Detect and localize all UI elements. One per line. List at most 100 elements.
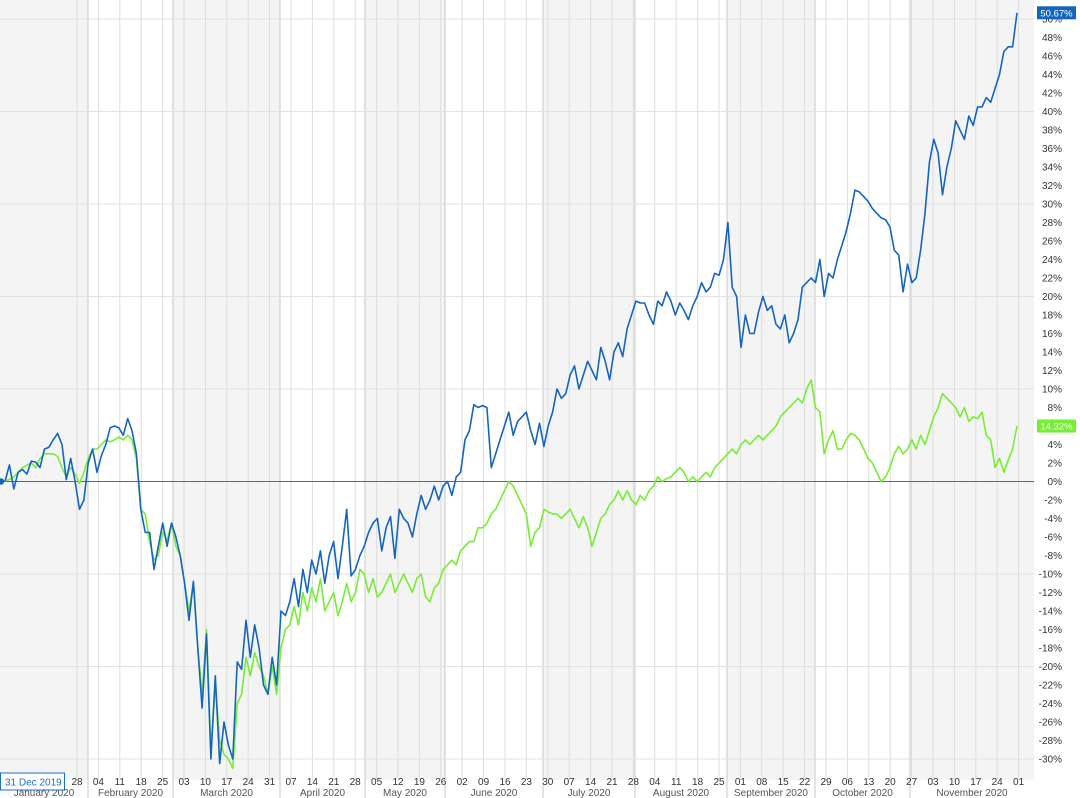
x-tick-label: 19 — [414, 777, 426, 788]
x-tick-label: 04 — [93, 777, 105, 788]
y-tick-label: 32% — [1042, 181, 1062, 192]
x-tick-label: 18 — [692, 777, 704, 788]
x-tick-label: 31 — [264, 777, 276, 788]
x-tick-label: 07 — [564, 777, 576, 788]
y-tick-label: -4% — [1044, 514, 1062, 525]
x-tick-label: 14 — [585, 777, 597, 788]
y-tick-label: 20% — [1042, 292, 1062, 303]
y-tick-label: -8% — [1044, 551, 1062, 562]
y-tick-label: 16% — [1042, 329, 1062, 340]
y-tick-label: -26% — [1039, 718, 1062, 729]
start-date-frame — [0, 772, 65, 791]
month-label: July 2020 — [568, 788, 611, 798]
end-value-badges: 50.67% 14.32% — [1037, 6, 1076, 433]
y-tick-label: 14% — [1042, 348, 1062, 359]
x-tick-label: 05 — [371, 777, 383, 788]
y-tick-label: 30% — [1042, 200, 1062, 211]
month-band — [280, 0, 365, 780]
x-tick-label: 11 — [671, 777, 682, 788]
y-tick-label: 0% — [1048, 477, 1063, 488]
x-tick-label: 28 — [628, 777, 640, 788]
x-tick-label: 28 — [71, 777, 83, 788]
x-tick-label: 24 — [243, 777, 255, 788]
x-tick-label: 12 — [392, 777, 404, 788]
y-tick-label: -20% — [1039, 662, 1062, 673]
y-tick-label: 36% — [1042, 144, 1062, 155]
y-tick-label: -24% — [1039, 699, 1062, 710]
x-tick-label: 11 — [115, 777, 126, 788]
month-label: February 2020 — [98, 788, 163, 798]
y-tick-label: 10% — [1042, 385, 1062, 396]
y-tick-label: 28% — [1042, 218, 1062, 229]
x-tick-label: 18 — [136, 777, 148, 788]
start-date-label: 31 Dec 2019 — [5, 778, 62, 789]
x-tick-label: 10 — [949, 777, 961, 788]
y-axis-ticks: 50% 48% 46% 44% 42% 40% 38% 36% 34% 32% 30% 28% 26% 2… — [1039, 15, 1062, 766]
x-tick-label: 02 — [457, 777, 469, 788]
end-value-label: 14.32% — [1040, 422, 1073, 433]
x-tick-label: 01 — [1013, 777, 1025, 788]
y-tick-label: 24% — [1042, 255, 1062, 266]
x-tick-label: 08 — [756, 777, 768, 788]
origin-marker — [0, 478, 5, 485]
y-tick-label: 22% — [1042, 274, 1062, 285]
y-tick-label: -28% — [1039, 736, 1062, 747]
y-tick-label: 34% — [1042, 163, 1062, 174]
x-tick-label: 03 — [178, 777, 190, 788]
y-tick-label: -14% — [1039, 607, 1062, 618]
y-tick-label: -22% — [1039, 681, 1062, 692]
series-a-end-badge — [1037, 6, 1076, 20]
x-tick-label: 17 — [970, 777, 982, 788]
x-tick-label: 04 — [649, 777, 661, 788]
x-tick-label: 21 — [328, 777, 340, 788]
month-band — [910, 0, 1034, 780]
x-tick-label: 25 — [713, 777, 725, 788]
vertical-gridlines — [76, 0, 1020, 798]
y-tick-label: 46% — [1042, 52, 1062, 63]
x-tick-label: 15 — [778, 777, 790, 788]
end-value-label: 50.67% — [1040, 8, 1073, 19]
month-band — [445, 0, 543, 780]
x-tick-label: 01 — [735, 777, 747, 788]
series-lines — [4, 12, 1018, 770]
x-tick-label: 03 — [927, 777, 939, 788]
month-label: March 2020 — [200, 788, 253, 798]
x-tick-label: 14 — [307, 777, 319, 788]
y-tick-label: 4% — [1048, 440, 1063, 451]
x-tick-label: 30 — [542, 777, 554, 788]
x-tick-label: 17 — [221, 777, 233, 788]
x-tick-label: 26 — [435, 777, 447, 788]
start-date-box: 31 Dec 2019 — [0, 772, 65, 791]
x-tick-label: 24 — [992, 777, 1004, 788]
x-tick-label: 06 — [842, 777, 854, 788]
x-tick-label: 10 — [200, 777, 212, 788]
month-label: November 2020 — [936, 788, 1008, 798]
month-label: May 2020 — [383, 788, 427, 798]
y-tick-label: 8% — [1048, 403, 1063, 414]
month-band — [365, 0, 445, 780]
month-band — [88, 0, 173, 780]
month-band — [0, 0, 88, 780]
x-tick-label: 22 — [799, 777, 811, 788]
y-tick-label: 18% — [1042, 311, 1062, 322]
x-tick-label: 13 — [863, 777, 875, 788]
x-tick-label: 28 — [350, 777, 362, 788]
y-tick-label: -16% — [1039, 625, 1062, 636]
y-tick-label: -30% — [1039, 755, 1062, 766]
x-tick-label: 09 — [478, 777, 490, 788]
month-label: October 2020 — [832, 788, 893, 798]
y-tick-label: 40% — [1042, 107, 1062, 118]
horizontal-gridlines — [0, 18, 1034, 760]
y-tick-label: 26% — [1042, 237, 1062, 248]
y-tick-label: 38% — [1042, 126, 1062, 137]
series-line-green — [4, 379, 1018, 770]
month-label: April 2020 — [300, 788, 345, 798]
y-tick-label: -18% — [1039, 644, 1062, 655]
month-band — [635, 0, 727, 780]
x-tick-label: 07 — [285, 777, 297, 788]
x-tick-label: 23 — [521, 777, 533, 788]
y-tick-label: -6% — [1044, 533, 1062, 544]
x-axis-ticks: 28 04 11 18 25 03 10 17 24 31 07 14 21 28 05 12 19 26 02 09… — [71, 777, 1024, 788]
x-axis-months: January 2020 February 2020 March 2020 April… — [14, 788, 1008, 798]
x-tick-label: 20 — [885, 777, 897, 788]
